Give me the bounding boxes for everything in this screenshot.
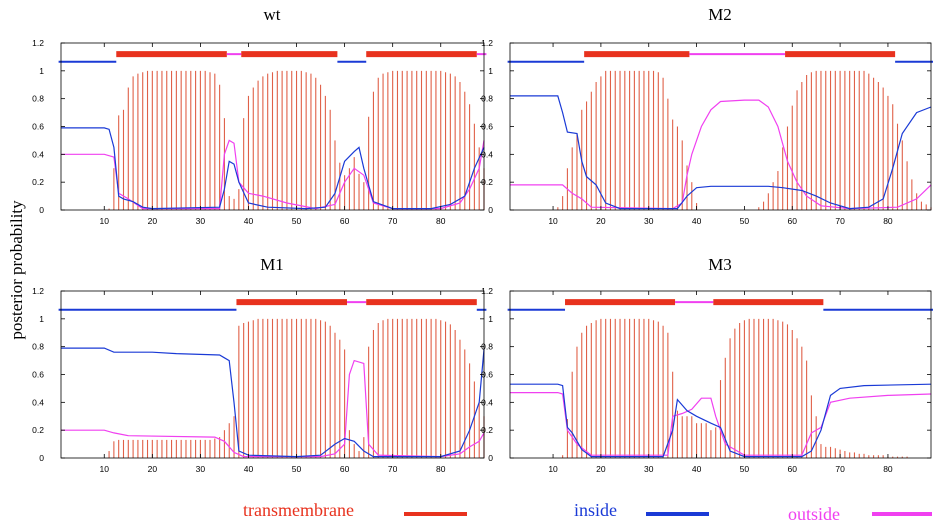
x-tick-label: 80 bbox=[436, 464, 446, 474]
x-tick-label: 40 bbox=[692, 464, 702, 474]
y-axis-label-container: posterior probability bbox=[2, 170, 32, 370]
y-tick-label: 1.2 bbox=[32, 38, 44, 48]
x-tick-label: 50 bbox=[740, 464, 750, 474]
x-tick-label: 10 bbox=[548, 464, 558, 474]
y-tick-label: 0.4 bbox=[481, 149, 493, 159]
y-axis-label: posterior probability bbox=[7, 200, 26, 340]
outside-probability-line bbox=[510, 99, 932, 210]
y-tick-label: 1 bbox=[39, 314, 44, 324]
y-tick-label: 0 bbox=[488, 205, 493, 215]
x-tick-label: 30 bbox=[644, 464, 654, 474]
x-tick-label: 10 bbox=[100, 464, 110, 474]
x-tick-label: 20 bbox=[596, 464, 606, 474]
plot-frame bbox=[509, 42, 932, 211]
legend-swatch-inside bbox=[646, 512, 709, 516]
y-tick-label: 0.8 bbox=[481, 94, 493, 104]
y-tick-label: 1.2 bbox=[481, 38, 493, 48]
y-tick-label: 0.4 bbox=[32, 149, 44, 159]
x-tick-label: 20 bbox=[596, 216, 606, 226]
legend-label-outside: outside bbox=[788, 504, 840, 524]
y-tick-label: 0.6 bbox=[32, 122, 44, 132]
chart-panel-M1: M1 0 0.2 0.4 0.6 0.8 1 1.2 10 20 30 40 50 60 70 80 bbox=[32, 255, 487, 474]
y-tick-label: 1.2 bbox=[481, 286, 493, 296]
x-tick-label: 50 bbox=[740, 216, 750, 226]
x-tick-label: 20 bbox=[148, 216, 158, 226]
y-tick-label: 0.2 bbox=[32, 177, 44, 187]
y-tick-label: 0.8 bbox=[32, 342, 44, 352]
x-tick-label: 70 bbox=[835, 216, 845, 226]
y-tick-label: 0.8 bbox=[32, 94, 44, 104]
x-tick-label: 60 bbox=[788, 464, 798, 474]
x-tick-label: 40 bbox=[244, 216, 254, 226]
x-tick-label: 10 bbox=[548, 216, 558, 226]
x-tick-label: 70 bbox=[388, 216, 398, 226]
y-tick-label: 0.2 bbox=[481, 177, 493, 187]
y-tick-label: 0.4 bbox=[481, 397, 493, 407]
chart-panel-M3: M3 0 0.2 0.4 0.6 0.8 1 1.2 10 20 30 40 50 60 70 80 bbox=[481, 255, 933, 474]
outside-probability-line bbox=[61, 359, 485, 458]
x-tick-label: 40 bbox=[244, 464, 254, 474]
x-tick-label: 30 bbox=[196, 216, 206, 226]
x-tick-label: 50 bbox=[292, 464, 302, 474]
x-tick-label: 20 bbox=[148, 464, 158, 474]
y-tick-label: 0.6 bbox=[32, 370, 44, 380]
x-tick-label: 80 bbox=[436, 216, 446, 226]
y-tick-label: 1 bbox=[39, 66, 44, 76]
chart-title: M2 bbox=[708, 5, 732, 24]
y-tick-label: 1 bbox=[488, 314, 493, 324]
inside-probability-line bbox=[510, 383, 932, 458]
x-tick-label: 80 bbox=[883, 216, 893, 226]
chart-title: M3 bbox=[708, 255, 732, 274]
x-tick-label: 60 bbox=[340, 464, 350, 474]
chart-title: wt bbox=[264, 5, 281, 24]
legend-label-inside: inside bbox=[574, 500, 617, 520]
x-tick-label: 80 bbox=[883, 464, 893, 474]
inside-probability-line bbox=[61, 127, 485, 210]
x-tick-label: 70 bbox=[835, 464, 845, 474]
y-tick-label: 1.2 bbox=[32, 286, 44, 296]
inside-probability-line bbox=[510, 95, 932, 210]
y-tick-label: 0 bbox=[39, 205, 44, 215]
legend-swatch-transmembrane bbox=[404, 512, 467, 516]
x-tick-label: 50 bbox=[292, 216, 302, 226]
y-tick-label: 1 bbox=[488, 66, 493, 76]
chart-panel-wt: wt 0 0.2 0.4 0.6 0.8 1 1.2 10 20 30 40 50 60 70 80 bbox=[32, 5, 487, 226]
y-tick-label: 0.6 bbox=[481, 122, 493, 132]
x-tick-label: 60 bbox=[788, 216, 798, 226]
legend-label-transmembrane: transmembrane bbox=[243, 500, 354, 520]
y-tick-label: 0.8 bbox=[481, 342, 493, 352]
x-tick-label: 40 bbox=[692, 216, 702, 226]
x-tick-label: 60 bbox=[340, 216, 350, 226]
y-tick-label: 0.2 bbox=[481, 425, 493, 435]
y-tick-label: 0 bbox=[39, 453, 44, 463]
x-tick-label: 10 bbox=[100, 216, 110, 226]
x-tick-label: 30 bbox=[196, 464, 206, 474]
x-tick-label: 30 bbox=[644, 216, 654, 226]
chart-panel-M2: M2 0 0.2 0.4 0.6 0.8 1 1.2 10 20 30 40 50 60 70 80 bbox=[481, 5, 933, 226]
y-tick-label: 0.2 bbox=[32, 425, 44, 435]
legend-swatch-outside bbox=[872, 512, 932, 516]
y-tick-label: 0.4 bbox=[32, 397, 44, 407]
y-tick-label: 0.6 bbox=[481, 370, 493, 380]
y-tick-label: 0 bbox=[488, 453, 493, 463]
chart-title: M1 bbox=[260, 255, 284, 274]
x-tick-label: 70 bbox=[388, 464, 398, 474]
